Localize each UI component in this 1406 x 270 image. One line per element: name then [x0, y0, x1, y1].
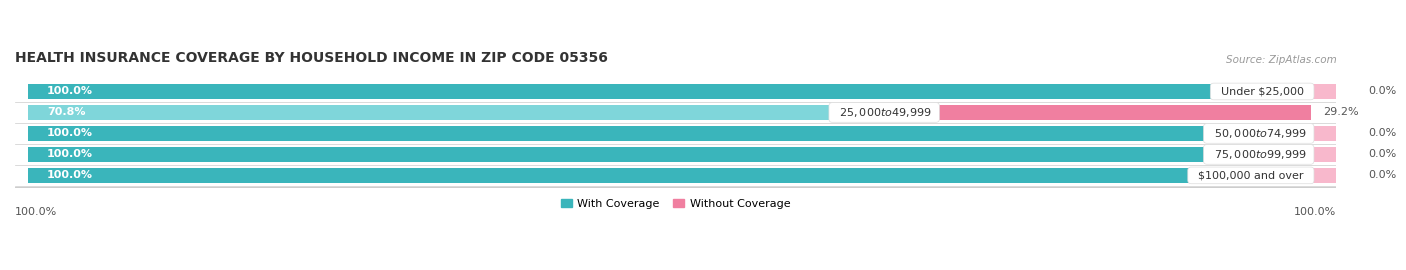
- Text: Under $25,000: Under $25,000: [1213, 86, 1310, 96]
- Text: 70.8%: 70.8%: [46, 107, 86, 117]
- Bar: [28, 168, 1310, 183]
- Text: $50,000 to $74,999: $50,000 to $74,999: [1206, 127, 1310, 140]
- Bar: [28, 105, 1310, 120]
- Text: 100.0%: 100.0%: [46, 129, 93, 139]
- Bar: [28, 105, 936, 120]
- Bar: [28, 147, 1310, 162]
- Text: $75,000 to $99,999: $75,000 to $99,999: [1206, 148, 1310, 161]
- Text: HEALTH INSURANCE COVERAGE BY HOUSEHOLD INCOME IN ZIP CODE 05356: HEALTH INSURANCE COVERAGE BY HOUSEHOLD I…: [15, 51, 607, 65]
- Bar: [1310, 147, 1355, 162]
- Bar: [1310, 126, 1355, 141]
- Text: 100.0%: 100.0%: [15, 207, 58, 217]
- Text: $25,000 to $49,999: $25,000 to $49,999: [832, 106, 936, 119]
- Text: 0.0%: 0.0%: [1368, 86, 1396, 96]
- Text: Source: ZipAtlas.com: Source: ZipAtlas.com: [1226, 55, 1336, 65]
- Bar: [28, 84, 1310, 99]
- Bar: [28, 126, 1310, 141]
- Bar: [936, 105, 1310, 120]
- Bar: [28, 168, 1310, 183]
- Text: 100.0%: 100.0%: [46, 170, 93, 180]
- Bar: [28, 84, 1310, 99]
- Text: $100,000 and over: $100,000 and over: [1191, 170, 1310, 180]
- Text: 100.0%: 100.0%: [1294, 207, 1336, 217]
- Text: 0.0%: 0.0%: [1368, 170, 1396, 180]
- Text: 0.0%: 0.0%: [1368, 149, 1396, 159]
- Bar: [1310, 168, 1355, 183]
- Text: 100.0%: 100.0%: [46, 86, 93, 96]
- Text: 100.0%: 100.0%: [46, 149, 93, 159]
- Text: 0.0%: 0.0%: [1368, 129, 1396, 139]
- Text: 29.2%: 29.2%: [1323, 107, 1360, 117]
- Bar: [1310, 84, 1355, 99]
- Bar: [28, 126, 1310, 141]
- Bar: [28, 147, 1310, 162]
- Legend: With Coverage, Without Coverage: With Coverage, Without Coverage: [557, 194, 794, 213]
